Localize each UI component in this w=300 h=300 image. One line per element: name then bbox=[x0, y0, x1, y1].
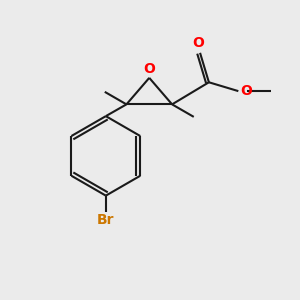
Text: O: O bbox=[143, 61, 155, 76]
Text: O: O bbox=[193, 36, 205, 50]
Text: Br: Br bbox=[97, 213, 115, 227]
Text: O: O bbox=[241, 83, 253, 98]
